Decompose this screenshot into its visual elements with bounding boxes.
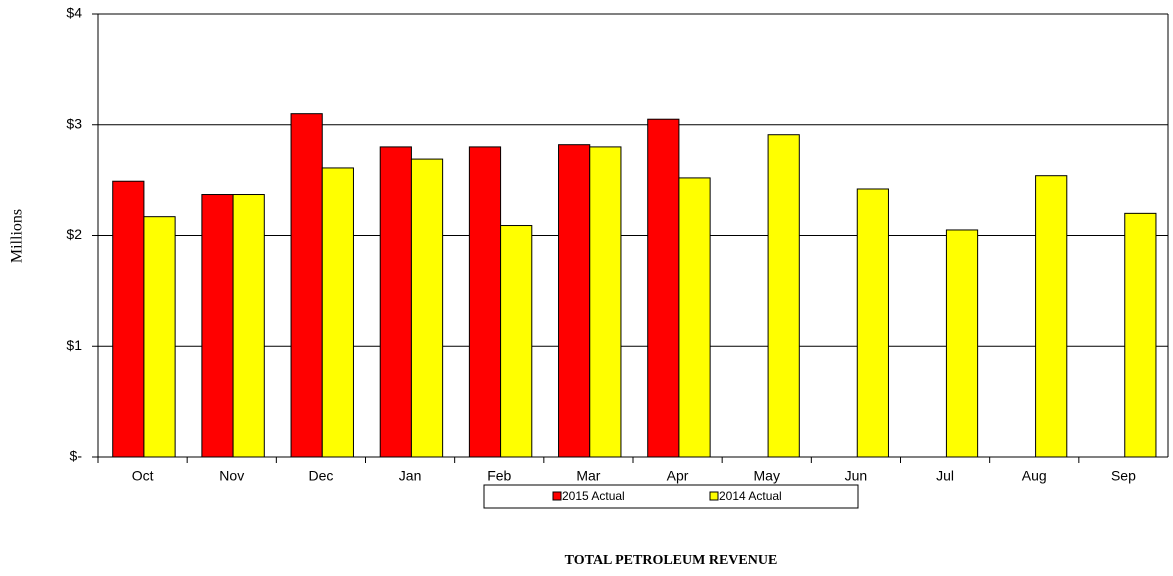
bar bbox=[558, 144, 591, 458]
bar bbox=[143, 216, 176, 458]
bar bbox=[112, 180, 145, 458]
bar bbox=[201, 194, 234, 458]
x-tick-label: Dec bbox=[308, 468, 333, 484]
legend-swatch bbox=[709, 491, 719, 501]
legend-box bbox=[483, 484, 859, 509]
x-tick-label: Oct bbox=[132, 468, 154, 484]
bar bbox=[321, 167, 354, 458]
legend-label: 2014 Actual bbox=[719, 489, 782, 503]
y-tick-label: $2 bbox=[66, 226, 82, 242]
bar bbox=[410, 158, 444, 458]
bar bbox=[945, 229, 979, 458]
bar bbox=[232, 194, 265, 458]
bar bbox=[856, 188, 889, 458]
bar bbox=[379, 146, 412, 458]
x-tick-label: Aug bbox=[1022, 468, 1047, 484]
bar bbox=[1124, 212, 1157, 458]
legend-label: 2015 Actual bbox=[562, 489, 625, 503]
x-tick-label: Nov bbox=[219, 468, 244, 484]
y-axis-label: Millions bbox=[9, 209, 26, 263]
x-tick-label: Sep bbox=[1111, 468, 1136, 484]
chart-title: TOTAL PETROLEUM REVENUE bbox=[565, 553, 778, 568]
bar bbox=[678, 177, 711, 458]
x-tick-label: Apr bbox=[667, 468, 689, 484]
x-tick-label: Jun bbox=[845, 468, 868, 484]
y-tick-label: $3 bbox=[66, 115, 82, 131]
bar bbox=[468, 146, 502, 458]
x-tick-label: Feb bbox=[487, 468, 511, 484]
bar bbox=[1035, 175, 1068, 458]
y-tick-label: $- bbox=[70, 448, 83, 464]
y-tick-label: $4 bbox=[66, 5, 82, 21]
x-tick-label: Mar bbox=[576, 468, 600, 484]
legend-swatch bbox=[552, 491, 562, 501]
bar bbox=[767, 134, 800, 458]
bar bbox=[589, 146, 622, 458]
bar bbox=[500, 225, 533, 458]
bar bbox=[647, 118, 680, 458]
x-tick-label: Jul bbox=[936, 468, 954, 484]
x-tick-label: Jan bbox=[399, 468, 422, 484]
bar bbox=[290, 113, 323, 458]
y-tick-label: $1 bbox=[66, 337, 82, 353]
x-tick-label: May bbox=[754, 468, 780, 484]
